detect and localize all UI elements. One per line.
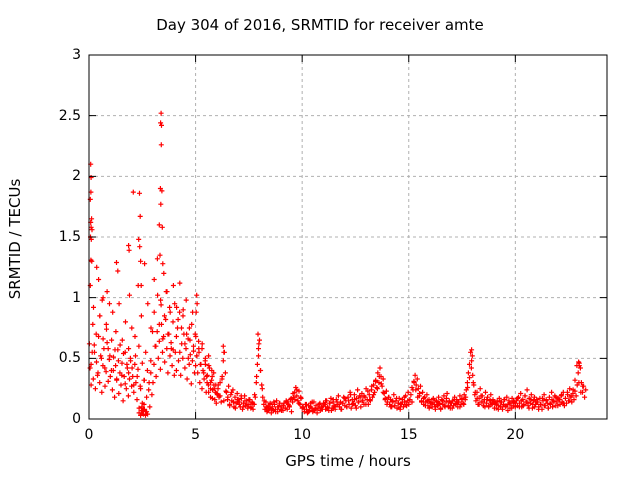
y-tick-label: 2	[72, 168, 81, 185]
chart-title: Day 304 of 2016, SRMTID for receiver amt…	[156, 16, 484, 34]
y-tick-label: 1	[72, 289, 81, 306]
x-tick-label: 0	[84, 427, 94, 443]
x-tick-label: 15	[399, 427, 418, 443]
y-tick-label: 3	[72, 47, 81, 63]
axes-and-ticks	[88, 54, 608, 420]
y-tick-label: 1.5	[58, 229, 81, 245]
x-tick-label: 10	[293, 427, 312, 443]
x-tick-label: 20	[506, 427, 525, 443]
y-tick-label: 0.5	[58, 350, 81, 367]
x-tick-label: 5	[191, 427, 201, 443]
y-tick-label: 2.5	[58, 107, 81, 124]
y-tick-label: 0	[72, 411, 81, 427]
x-axis-label: GPS time / hours	[285, 452, 411, 470]
scatter-points	[86, 110, 589, 418]
grid-lines	[89, 55, 607, 419]
